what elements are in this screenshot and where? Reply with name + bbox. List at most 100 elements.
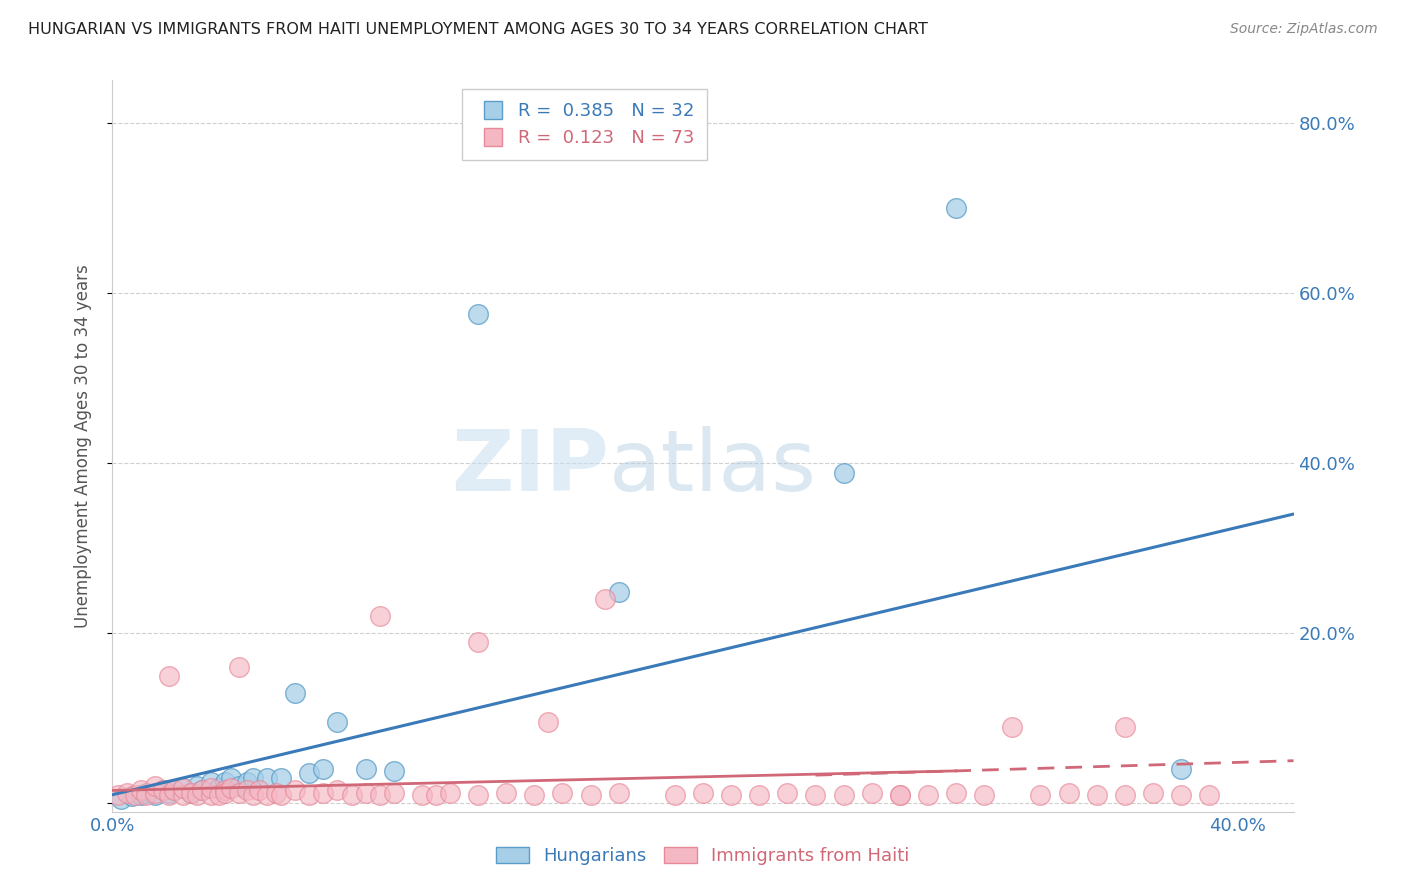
Point	[200, 780, 222, 795]
Point	[214, 786, 236, 800]
Point	[1057, 786, 1080, 800]
Point	[1085, 788, 1108, 802]
Point	[1142, 786, 1164, 800]
Point	[425, 788, 447, 802]
Point	[312, 762, 335, 776]
Point	[607, 786, 630, 800]
Text: Source: ZipAtlas.com: Source: ZipAtlas.com	[1230, 22, 1378, 37]
Point	[270, 788, 292, 802]
Point	[172, 780, 194, 795]
Point	[284, 783, 307, 797]
Point	[579, 788, 602, 802]
Point	[247, 783, 270, 797]
Point	[439, 786, 461, 800]
Point	[180, 786, 202, 800]
Point	[692, 786, 714, 800]
Point	[236, 775, 259, 789]
Point	[593, 592, 616, 607]
Point	[256, 788, 278, 802]
Point	[107, 788, 129, 802]
Point	[1029, 788, 1052, 802]
Point	[551, 786, 574, 800]
Point	[129, 788, 152, 802]
Point	[135, 788, 157, 802]
Point	[720, 788, 742, 802]
Point	[945, 201, 967, 215]
Point	[776, 786, 799, 800]
Point	[832, 467, 855, 481]
Point	[228, 786, 250, 800]
Point	[228, 660, 250, 674]
Point	[121, 789, 143, 804]
Point	[368, 609, 391, 624]
Point	[382, 786, 405, 800]
Point	[1114, 720, 1136, 734]
Point	[607, 585, 630, 599]
Point	[110, 792, 132, 806]
Legend: Hungarians, Immigrants from Haiti: Hungarians, Immigrants from Haiti	[489, 839, 917, 872]
Point	[135, 786, 157, 800]
Point	[523, 788, 546, 802]
Point	[236, 783, 259, 797]
Point	[163, 783, 186, 797]
Y-axis label: Unemployment Among Ages 30 to 34 years: Unemployment Among Ages 30 to 34 years	[73, 264, 91, 628]
Text: ZIP: ZIP	[451, 426, 609, 509]
Point	[804, 788, 827, 802]
Point	[1170, 788, 1192, 802]
Point	[228, 779, 250, 793]
Point	[200, 775, 222, 789]
Point	[354, 786, 377, 800]
Point	[354, 762, 377, 776]
Point	[973, 788, 995, 802]
Point	[242, 771, 264, 785]
Point	[152, 783, 174, 797]
Point	[186, 779, 208, 793]
Point	[411, 788, 433, 802]
Point	[129, 783, 152, 797]
Point	[124, 788, 146, 802]
Point	[219, 771, 242, 785]
Point	[832, 788, 855, 802]
Point	[256, 771, 278, 785]
Point	[889, 788, 911, 802]
Point	[219, 780, 242, 795]
Point	[214, 783, 236, 797]
Point	[270, 771, 292, 785]
Point	[1170, 762, 1192, 776]
Point	[157, 786, 180, 800]
Point	[208, 780, 231, 795]
Point	[312, 786, 335, 800]
Point	[172, 780, 194, 795]
Point	[284, 686, 307, 700]
Point	[537, 715, 560, 730]
Point	[382, 764, 405, 778]
Point	[242, 788, 264, 802]
Point	[157, 668, 180, 682]
Point	[191, 783, 214, 797]
Point	[495, 786, 517, 800]
Point	[143, 788, 166, 802]
Point	[208, 788, 231, 802]
Point	[664, 788, 686, 802]
Point	[1198, 788, 1220, 802]
Point	[163, 783, 186, 797]
Point	[326, 783, 349, 797]
Point	[214, 775, 236, 789]
Point	[143, 779, 166, 793]
Point	[143, 786, 166, 800]
Point	[748, 788, 770, 802]
Point	[1001, 720, 1024, 734]
Point	[180, 786, 202, 800]
Point	[467, 788, 489, 802]
Point	[467, 634, 489, 648]
Point	[298, 788, 321, 802]
Point	[326, 715, 349, 730]
Point	[340, 788, 363, 802]
Point	[298, 766, 321, 780]
Text: atlas: atlas	[609, 426, 817, 509]
Text: HUNGARIAN VS IMMIGRANTS FROM HAITI UNEMPLOYMENT AMONG AGES 30 TO 34 YEARS CORREL: HUNGARIAN VS IMMIGRANTS FROM HAITI UNEMP…	[28, 22, 928, 37]
Point	[1114, 788, 1136, 802]
Point	[157, 788, 180, 802]
Point	[264, 786, 287, 800]
Point	[152, 783, 174, 797]
